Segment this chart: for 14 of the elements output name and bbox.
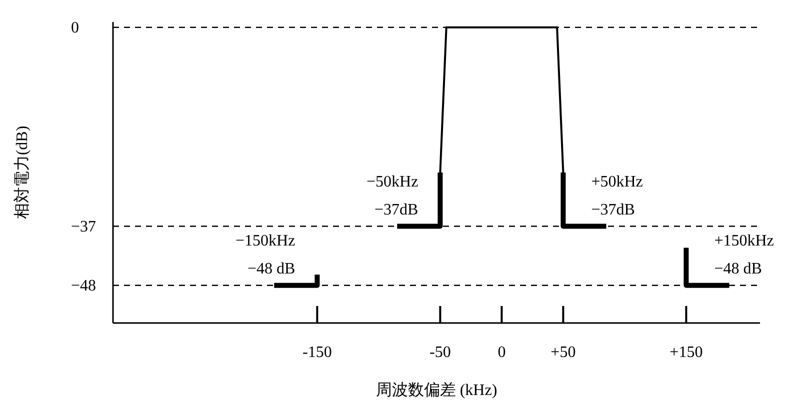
x-tick-label: +50 — [550, 344, 576, 361]
x-tick-label: 0 — [498, 344, 506, 361]
annotation: +50kHz −37dB — [591, 173, 643, 218]
x-tick-label: -50 — [430, 344, 451, 361]
x-tick-label: +150 — [670, 344, 703, 361]
x-axis-title: 周波数偏差 (kHz) — [376, 381, 498, 399]
y-tick-label: 0 — [71, 19, 79, 36]
y-tick-label: −37 — [71, 218, 96, 236]
y-tick-label: −48 — [71, 277, 96, 294]
y-axis-title: 相対電力(dB) — [13, 126, 31, 220]
annotation: −50kHz −37dB — [366, 173, 418, 218]
annotation: +150kHz −48 dB — [714, 232, 774, 278]
x-tick-label: -150 — [302, 344, 332, 361]
annotation: −150kHz −48 dB — [236, 232, 296, 278]
